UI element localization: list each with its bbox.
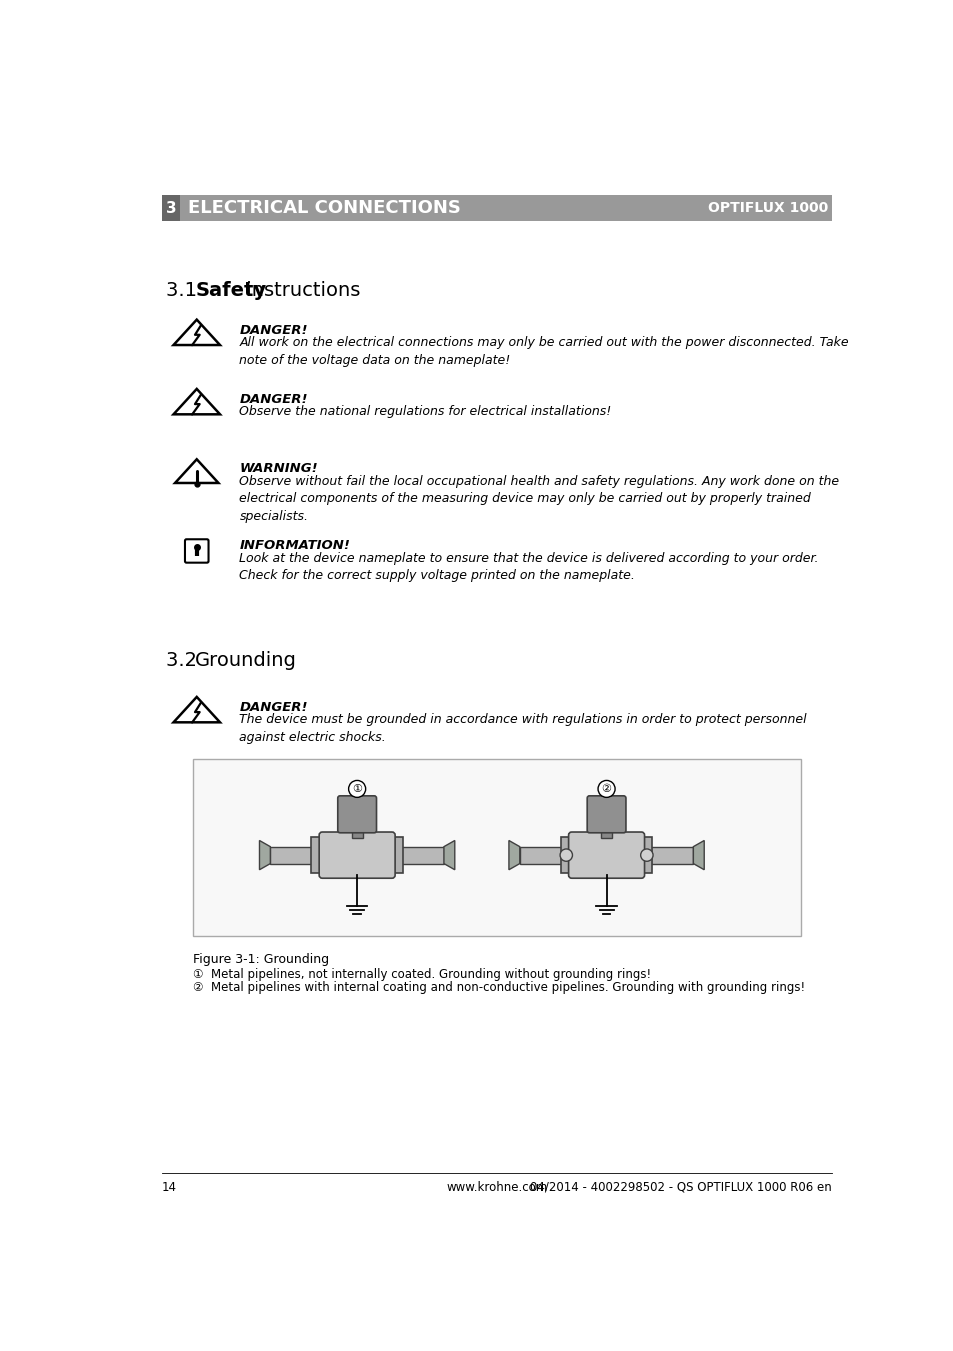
Text: www.krohne.com: www.krohne.com	[446, 1181, 547, 1194]
Polygon shape	[173, 697, 220, 723]
Circle shape	[598, 781, 615, 797]
Text: Observe without fail the local occupational health and safety regulations. Any w: Observe without fail the local occupatio…	[239, 474, 839, 523]
FancyBboxPatch shape	[185, 539, 209, 562]
Text: Observe the national regulations for electrical installations!: Observe the national regulations for ele…	[239, 405, 611, 419]
FancyBboxPatch shape	[568, 832, 644, 878]
Text: 14: 14	[162, 1181, 176, 1194]
Polygon shape	[259, 840, 270, 870]
Polygon shape	[508, 840, 519, 870]
Text: 3.2: 3.2	[166, 651, 209, 670]
Text: 3.1: 3.1	[166, 281, 209, 300]
FancyBboxPatch shape	[162, 196, 831, 222]
FancyBboxPatch shape	[560, 838, 573, 873]
Text: Grounding: Grounding	[195, 651, 296, 670]
Polygon shape	[443, 840, 455, 870]
FancyBboxPatch shape	[352, 830, 362, 838]
FancyBboxPatch shape	[587, 796, 625, 832]
Text: 3: 3	[166, 201, 176, 216]
FancyBboxPatch shape	[319, 832, 395, 878]
FancyBboxPatch shape	[639, 838, 652, 873]
Text: DANGER!: DANGER!	[239, 701, 308, 715]
Text: INFORMATION!: INFORMATION!	[239, 539, 350, 553]
FancyBboxPatch shape	[193, 759, 801, 936]
Text: OPTIFLUX 1000: OPTIFLUX 1000	[707, 201, 827, 215]
FancyBboxPatch shape	[270, 847, 313, 863]
FancyBboxPatch shape	[337, 796, 376, 832]
Text: ②  Metal pipelines with internal coating and non-conductive pipelines. Grounding: ② Metal pipelines with internal coating …	[193, 981, 804, 994]
Polygon shape	[174, 459, 218, 482]
FancyBboxPatch shape	[162, 196, 180, 222]
Text: ELECTRICAL CONNECTIONS: ELECTRICAL CONNECTIONS	[188, 200, 460, 218]
Text: ②: ②	[601, 784, 611, 794]
Text: The device must be grounded in accordance with regulations in order to protect p: The device must be grounded in accordanc…	[239, 713, 806, 744]
FancyBboxPatch shape	[401, 847, 443, 863]
Circle shape	[348, 781, 365, 797]
Text: Safety: Safety	[195, 281, 266, 300]
Text: DANGER!: DANGER!	[239, 393, 308, 407]
Text: ①: ①	[352, 784, 362, 794]
Polygon shape	[693, 840, 703, 870]
Circle shape	[559, 848, 572, 862]
Text: Figure 3-1: Grounding: Figure 3-1: Grounding	[193, 952, 329, 966]
FancyBboxPatch shape	[311, 838, 323, 873]
FancyBboxPatch shape	[390, 838, 402, 873]
FancyBboxPatch shape	[600, 830, 612, 838]
Polygon shape	[173, 320, 220, 345]
Text: ①  Metal pipelines, not internally coated. Grounding without grounding rings!: ① Metal pipelines, not internally coated…	[193, 969, 650, 981]
Text: DANGER!: DANGER!	[239, 324, 308, 336]
FancyBboxPatch shape	[519, 847, 562, 863]
FancyBboxPatch shape	[650, 847, 693, 863]
Text: instructions: instructions	[240, 281, 360, 300]
Text: All work on the electrical connections may only be carried out with the power di: All work on the electrical connections m…	[239, 336, 848, 366]
Text: WARNING!: WARNING!	[239, 462, 317, 476]
Circle shape	[640, 848, 653, 862]
Text: 04/2014 - 4002298502 - QS OPTIFLUX 1000 R06 en: 04/2014 - 4002298502 - QS OPTIFLUX 1000 …	[530, 1181, 831, 1194]
Text: Look at the device nameplate to ensure that the device is delivered according to: Look at the device nameplate to ensure t…	[239, 551, 818, 582]
Polygon shape	[173, 389, 220, 415]
